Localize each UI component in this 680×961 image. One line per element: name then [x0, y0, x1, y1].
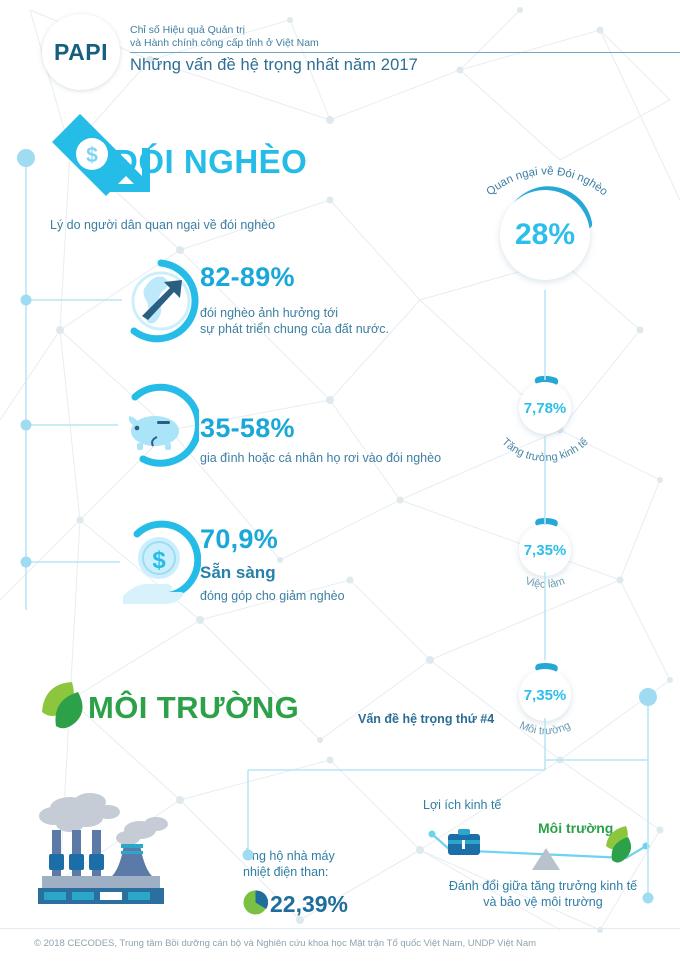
donut-face-employment: 7,35%	[519, 524, 571, 576]
balance-label-economy: Lợi ích kinh tế	[423, 798, 502, 812]
stat-value-2: 35-58%	[200, 413, 295, 443]
svg-text:$: $	[152, 547, 166, 574]
donut-gauge-economy: 7,78%	[513, 376, 577, 440]
papi-logo-text: PAPI	[54, 38, 108, 65]
svg-text:$: $	[86, 144, 98, 167]
stat-desc-1-line1: đói nghèo ảnh hưởng tới	[200, 306, 339, 320]
leaf-icon	[42, 682, 83, 729]
stat-desc-3: đóng góp cho giảm nghèo	[200, 589, 345, 603]
donut-gauge-employment: 7,35%	[513, 518, 577, 582]
donut-face-economy: 7,78%	[519, 382, 571, 434]
donut-value-poverty: 28%	[514, 218, 576, 251]
coal-support-label-line1: Ủng hộ nhà máy	[243, 849, 335, 863]
stat-value-1: 82-89%	[200, 262, 295, 292]
donut-face-poverty: 28%	[500, 190, 590, 280]
donut-arc-environment	[535, 663, 558, 673]
balance-caption-line1: Đánh đổi giữa tăng trưởng kinh tế	[448, 879, 638, 893]
page-title: Những vấn đề hệ trọng nhất năm 2017	[130, 56, 418, 74]
poverty-down-arrow-dollar-icon: $	[52, 114, 150, 196]
stat-desc-1: đói nghèo ảnh hưởng tới sự phát triển ch…	[200, 305, 389, 337]
vietnam-map-growth-arrow-icon	[130, 259, 199, 343]
stat-desc-2: gia đình hoặc cá nhân họ rơi vào đói ngh…	[200, 451, 442, 465]
environment-section-title: MÔI TRƯỜNG	[88, 690, 300, 725]
donut-value-employment: 7,35%	[523, 541, 567, 559]
donut-arc-economy	[534, 376, 559, 386]
papi-logo: PAPI	[42, 14, 120, 90]
donut-value-economy: 7,78%	[523, 399, 567, 417]
piggy-bank-icon	[128, 383, 199, 467]
stat-sub-3: Sẵn sàng	[200, 563, 276, 582]
donut-gauge-environment: 7,35%	[513, 663, 577, 727]
footer-credit: © 2018 CECODES, Trung tâm Bồi dưỡng cán …	[34, 938, 537, 949]
coal-support-pie-chart	[243, 890, 268, 915]
balance-caption: Đánh đổi giữa tăng trưởng kinh tế và bảo…	[418, 878, 668, 910]
poverty-section-title: ĐÓI NGHÈO	[114, 143, 308, 180]
stat-value-3: 70,9%	[200, 524, 279, 554]
poverty-lead-text: Lý do người dân quan ngại về đói nghèo	[50, 218, 276, 232]
coal-power-plant-icon	[38, 793, 168, 904]
hand-holding-coin-icon: $	[123, 520, 201, 604]
header-divider	[130, 52, 680, 53]
environment-rank-label: Vấn đề hệ trọng thứ #4	[358, 712, 495, 726]
coal-support-value: 22,39%	[270, 891, 349, 917]
balance-caption-line2: và bảo vệ môi trường	[483, 895, 603, 909]
coal-support-label: Ủng hộ nhà máy nhiệt điện than:	[243, 848, 335, 880]
donut-face-environment: 7,35%	[519, 669, 571, 721]
balance-label-environment: Môi trường	[538, 820, 614, 836]
donut-value-environment: 7,35%	[523, 686, 567, 704]
coal-support-label-line2: nhiệt điện than:	[243, 865, 329, 879]
header-subtitle-line2: và Hành chính công cấp tỉnh ở Việt Nam	[130, 37, 319, 49]
donut-arc-employment	[535, 518, 558, 528]
stat-desc-1-line2: sự phát triển chung của đất nước.	[200, 322, 389, 336]
footer-divider	[0, 928, 680, 929]
donut-label-poverty: Quan ngại về Đói nghèo	[484, 166, 609, 198]
header-subtitle: Chỉ số Hiệu quả Quản trị và Hành chính c…	[130, 24, 319, 50]
donut-gauge-poverty: 28%	[492, 182, 598, 288]
header-subtitle-line1: Chỉ số Hiệu quả Quản trị	[130, 24, 245, 36]
page-header: PAPI Chỉ số Hiệu quả Quản trị và Hành ch…	[0, 0, 680, 100]
